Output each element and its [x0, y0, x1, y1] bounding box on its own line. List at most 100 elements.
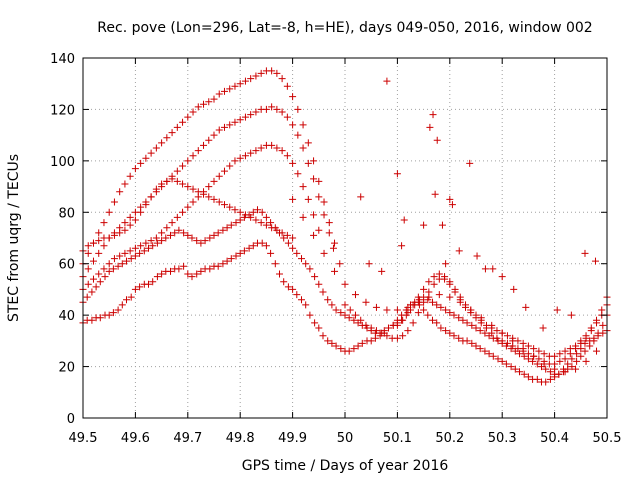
data-point — [267, 249, 275, 257]
data-point — [551, 352, 559, 360]
data-point — [378, 267, 386, 275]
data-point — [393, 306, 401, 314]
data-point — [205, 136, 213, 144]
data-point — [188, 234, 196, 242]
data-point — [168, 175, 176, 183]
data-point — [147, 149, 155, 157]
data-point — [446, 195, 454, 203]
data-point — [354, 342, 362, 350]
data-point — [587, 324, 595, 332]
data-point — [510, 285, 518, 293]
data-point — [310, 231, 318, 239]
data-point — [472, 311, 480, 319]
data-point — [253, 206, 261, 214]
data-point — [114, 306, 122, 314]
data-point — [446, 293, 454, 301]
x-tick-label: 50 — [337, 431, 354, 446]
data-point — [194, 103, 202, 111]
data-point — [278, 147, 286, 155]
data-point — [383, 332, 391, 340]
data-point — [136, 283, 144, 291]
data-point — [329, 244, 337, 252]
data-point — [302, 260, 310, 268]
data-point — [220, 167, 228, 175]
data-point — [450, 311, 458, 319]
data-point — [459, 316, 467, 324]
data-point — [467, 306, 475, 314]
data-point — [446, 329, 454, 337]
data-point — [315, 324, 323, 332]
data-point — [306, 265, 314, 273]
x-axis-label: GPS time / Days of year 2016 — [242, 458, 449, 474]
data-point — [84, 265, 92, 273]
data-point — [561, 355, 569, 363]
data-point — [306, 311, 314, 319]
data-point — [430, 280, 438, 288]
data-point — [210, 231, 218, 239]
data-point — [219, 226, 227, 234]
data-point — [273, 69, 281, 77]
data-point — [231, 206, 239, 214]
data-point — [325, 219, 333, 227]
data-point — [215, 198, 223, 206]
data-point — [524, 350, 532, 358]
data-point — [268, 141, 276, 149]
data-point — [262, 105, 270, 113]
data-point — [324, 337, 332, 345]
data-point — [593, 316, 601, 324]
data-point — [278, 108, 286, 116]
data-point — [236, 154, 244, 162]
data-point — [153, 273, 161, 281]
data-point — [284, 283, 292, 291]
data-point — [298, 255, 306, 263]
data-point — [105, 234, 113, 242]
data-point — [110, 231, 118, 239]
data-point — [346, 306, 354, 314]
data-point — [95, 270, 103, 278]
data-point — [437, 303, 445, 311]
data-point — [420, 285, 428, 293]
x-tick-label: 50.3 — [488, 431, 517, 446]
data-point — [89, 257, 97, 265]
data-point — [442, 306, 450, 314]
data-point — [520, 370, 528, 378]
data-point — [219, 260, 227, 268]
data-point — [252, 216, 260, 224]
data-point — [236, 249, 244, 257]
data-point — [311, 319, 319, 327]
data-point — [350, 316, 358, 324]
data-point — [515, 368, 523, 376]
data-point — [568, 363, 576, 371]
data-point — [268, 224, 276, 232]
data-point — [283, 82, 291, 90]
data-point — [257, 144, 265, 152]
data-point — [289, 244, 297, 252]
x-tick-label: 49.5 — [69, 431, 98, 446]
data-point — [284, 239, 292, 247]
data-point — [476, 327, 484, 335]
data-point — [201, 237, 209, 245]
data-point — [473, 252, 481, 260]
data-point — [100, 242, 108, 250]
data-point — [236, 216, 244, 224]
data-point — [283, 113, 291, 121]
data-point — [220, 87, 228, 95]
data-point — [341, 301, 349, 309]
data-point — [268, 103, 276, 111]
data-point — [451, 285, 459, 293]
data-point — [551, 365, 559, 373]
data-point — [179, 162, 187, 170]
data-point — [127, 293, 135, 301]
data-point — [542, 378, 550, 386]
data-point — [205, 98, 213, 106]
data-point — [393, 334, 401, 342]
data-point — [200, 100, 208, 108]
data-point — [400, 216, 408, 224]
data-point — [362, 298, 370, 306]
data-point — [289, 285, 297, 293]
data-point — [252, 108, 260, 116]
data-point — [522, 303, 530, 311]
data-point — [429, 316, 437, 324]
data-point — [226, 85, 234, 93]
data-point — [365, 260, 373, 268]
